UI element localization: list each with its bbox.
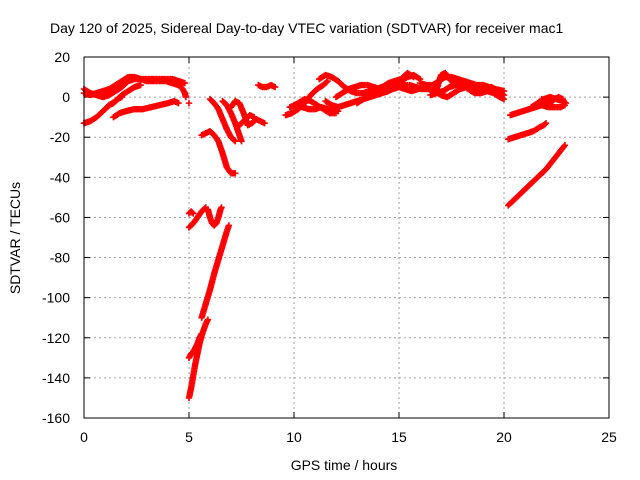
x-tick-label: 5 bbox=[185, 429, 193, 445]
data-series-arc03 bbox=[80, 73, 188, 99]
data-series-arc09 bbox=[185, 204, 209, 231]
data-point bbox=[232, 170, 239, 177]
x-axis-label: GPS time / hours bbox=[291, 457, 398, 473]
data-series-arc14 bbox=[206, 95, 239, 145]
data-point bbox=[323, 78, 330, 86]
y-tick-label: -40 bbox=[50, 169, 70, 185]
data-series-arc34 bbox=[538, 93, 566, 107]
data-series-arc16 bbox=[227, 97, 268, 129]
data-point bbox=[454, 81, 461, 89]
data-point bbox=[541, 120, 549, 128]
data-point bbox=[271, 83, 279, 91]
data-point bbox=[185, 99, 193, 107]
data-point bbox=[562, 99, 570, 107]
data-point bbox=[232, 138, 239, 145]
data-point bbox=[500, 95, 508, 103]
data-point bbox=[250, 113, 258, 121]
data-point bbox=[204, 316, 212, 323]
data-point bbox=[137, 81, 144, 89]
x-tick-label: 20 bbox=[496, 429, 512, 445]
data-point bbox=[560, 143, 568, 150]
x-tick-labels: 0 5 10 15 20 25 bbox=[80, 429, 617, 445]
y-tick-label: -100 bbox=[42, 290, 70, 306]
data-series-arc12 bbox=[204, 204, 225, 229]
data-point bbox=[542, 119, 550, 127]
data-point bbox=[188, 209, 196, 216]
data-point bbox=[409, 73, 416, 80]
y-tick-label: -120 bbox=[42, 330, 70, 346]
data-series-arc08 bbox=[185, 330, 205, 362]
data-series-arc05 bbox=[101, 93, 125, 113]
data-markers bbox=[80, 69, 570, 402]
y-tick-label: -20 bbox=[50, 129, 70, 145]
data-series-arc13 bbox=[198, 128, 239, 177]
x-tick-label: 0 bbox=[80, 429, 88, 445]
y-axis-label: SDTVAR / TECUs bbox=[7, 182, 23, 294]
data-series-arc15 bbox=[219, 97, 245, 145]
data-point bbox=[332, 109, 340, 117]
data-point bbox=[225, 222, 233, 229]
data-point bbox=[198, 330, 205, 337]
x-tick-label: 15 bbox=[391, 429, 407, 445]
data-point bbox=[559, 95, 566, 103]
data-point bbox=[201, 205, 208, 212]
y-tick-labels: -160 -140 -120 -100 -80 -60 -40 -20 0 20 bbox=[42, 49, 70, 426]
data-series-arc18 bbox=[255, 81, 279, 91]
data-point bbox=[261, 119, 268, 127]
data-point bbox=[175, 99, 182, 107]
data-series-arc06 bbox=[185, 99, 193, 107]
y-tick-label: -160 bbox=[42, 410, 70, 426]
y-tick-label: 20 bbox=[54, 49, 70, 65]
data-series-arc04 bbox=[110, 97, 182, 121]
x-tick-label: 25 bbox=[601, 429, 617, 445]
y-tick-label: -140 bbox=[42, 370, 70, 386]
data-series-arc17 bbox=[234, 111, 258, 131]
data-point bbox=[561, 142, 569, 149]
data-point bbox=[182, 93, 190, 101]
chart-title: Day 120 of 2025, Sidereal Day-to-day VTE… bbox=[50, 20, 563, 36]
data-point bbox=[500, 87, 508, 95]
data-point bbox=[238, 138, 245, 145]
data-point bbox=[410, 73, 417, 81]
data-series-arc31 bbox=[505, 119, 550, 143]
data-series-arc21 bbox=[290, 95, 340, 117]
data-series-arc29 bbox=[433, 69, 461, 93]
data-point bbox=[415, 75, 422, 82]
data-series-arc30 bbox=[505, 142, 569, 209]
data-point bbox=[181, 79, 188, 87]
data-series-arc10 bbox=[185, 208, 197, 217]
data-series-arc24 bbox=[332, 81, 428, 101]
data-series-arc25 bbox=[353, 69, 417, 107]
plot-frame bbox=[83, 56, 610, 419]
y-tick-label: -80 bbox=[50, 250, 70, 266]
data-series-arc11 bbox=[198, 222, 233, 321]
y-tick-label: 0 bbox=[62, 89, 70, 105]
data-point bbox=[190, 210, 197, 217]
y-tick-label: -60 bbox=[50, 209, 70, 225]
data-point bbox=[118, 93, 125, 101]
data-point bbox=[230, 137, 238, 144]
data-point bbox=[218, 204, 225, 211]
x-tick-label: 10 bbox=[286, 429, 302, 445]
